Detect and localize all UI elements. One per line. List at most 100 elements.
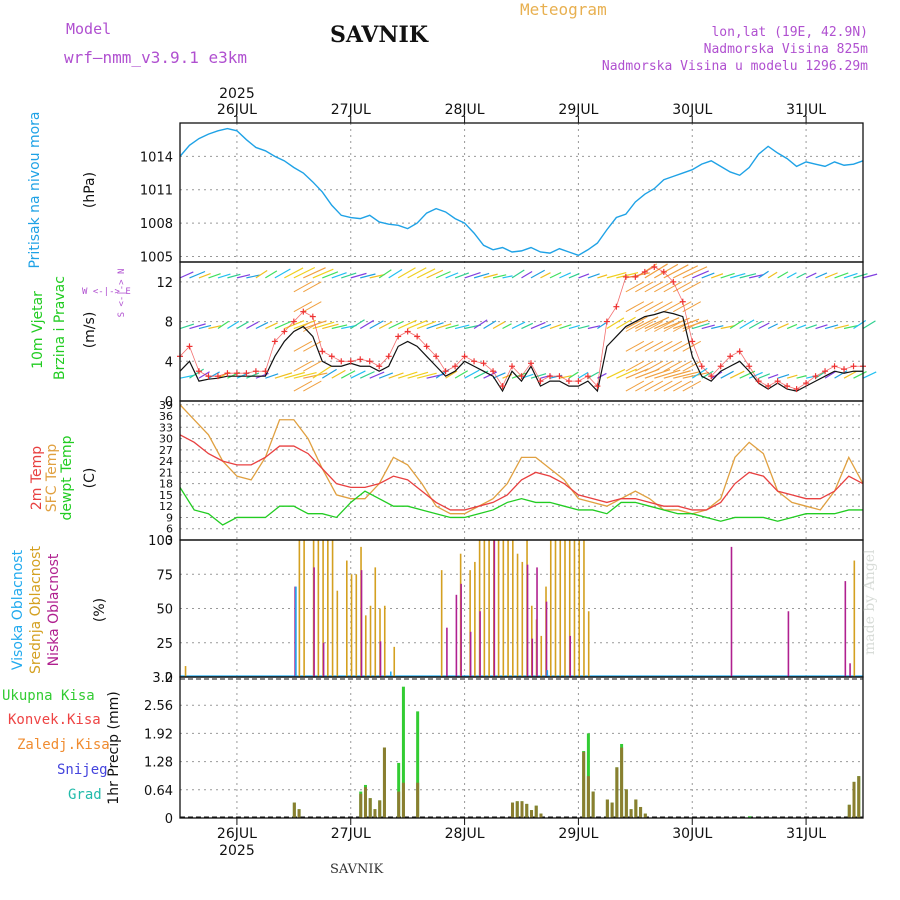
wind-arrow — [597, 322, 607, 330]
wind-arrow — [274, 320, 292, 330]
wind-arrow — [492, 321, 506, 330]
precip-conv-bar — [539, 813, 543, 818]
wind-arrow — [597, 274, 608, 279]
wind-arrow — [786, 374, 798, 379]
pressure-tick: 1005 — [140, 250, 173, 265]
precip-conv-bar — [511, 802, 515, 818]
wind-hatch — [673, 281, 692, 293]
precip-conv-bar — [515, 801, 519, 818]
cloud-unit: (%) — [92, 597, 108, 623]
wind-arrow — [293, 372, 317, 379]
wind-hatch — [625, 281, 645, 293]
wind-arrow — [426, 322, 444, 330]
legend-freezing-rain: Zaledj.Kisa — [17, 737, 110, 753]
wind-arrow — [616, 368, 637, 379]
wind-arrow — [331, 369, 346, 379]
wind-hatch — [625, 360, 645, 372]
wind-arrow — [454, 370, 468, 379]
wind-hatch — [293, 301, 313, 313]
precip-conv-bar — [582, 751, 586, 818]
wind-arrow — [606, 317, 625, 330]
wind-arrow — [179, 323, 195, 330]
wind-hatch — [635, 301, 654, 313]
precip-total-bar — [416, 711, 420, 818]
bottom-day-label: 31JUL — [786, 826, 826, 842]
wind-arrow — [312, 365, 332, 379]
wind-arrow — [853, 320, 867, 330]
wind-arrow — [578, 273, 590, 279]
wind-arrow — [663, 370, 691, 379]
wind-arrow — [777, 271, 789, 279]
precip-conv-bar — [529, 810, 533, 818]
wind-arrow — [834, 272, 849, 279]
cloud-mid-label: Srednja Oblacnost — [28, 546, 44, 674]
legend-convective-rain: Konvek.Kisa — [8, 712, 101, 728]
lonlat-label: lon,lat (19E, 42.9N) — [711, 25, 868, 40]
precip-conv-bar — [292, 802, 296, 818]
temp-tick: 24 — [159, 455, 173, 468]
footer-station: SAVNIK — [330, 862, 384, 877]
wind-hatch — [293, 380, 313, 392]
wind-arrow — [388, 269, 403, 279]
wind-arrow — [644, 368, 671, 379]
top-day-label: 29JUL — [558, 102, 598, 118]
wind-arrow — [236, 274, 251, 279]
precip-conv-bar — [639, 806, 643, 818]
wind-arrow — [654, 263, 679, 279]
wind-arrow — [720, 272, 735, 279]
wind-arrow — [397, 267, 416, 279]
wind-arrow — [274, 268, 291, 279]
precip-conv-bar — [615, 767, 619, 818]
wind-arrow — [407, 319, 428, 330]
wind-arrow — [815, 370, 827, 379]
wind-arrow — [711, 273, 724, 279]
temp-tick: 18 — [159, 478, 173, 491]
wind-arrow — [559, 272, 572, 279]
wind-arrow — [217, 320, 230, 330]
pressure-unit: (hPa) — [82, 171, 98, 209]
station-title: SAVNIK — [330, 22, 428, 48]
grid-layer — [180, 123, 863, 819]
temp-tick: 6 — [166, 523, 173, 536]
wind-arrow — [644, 263, 668, 279]
wind-arrow — [416, 320, 437, 330]
precip-conv-bar — [620, 747, 624, 818]
dewpt-label: dewpt Temp — [59, 435, 75, 521]
wind-hatch — [303, 360, 322, 372]
wind-arrow — [293, 266, 316, 279]
wind-hatch — [654, 301, 673, 313]
wind-arrow — [341, 272, 357, 279]
wind-arrow — [739, 319, 755, 330]
wind-arrow — [388, 321, 404, 330]
wind-arrow — [730, 272, 746, 279]
wind-arrow — [758, 270, 769, 279]
wind-hatch — [673, 301, 692, 313]
wind-hatch — [635, 360, 654, 372]
top-day-label: 30JUL — [672, 102, 712, 118]
wind-arrow — [530, 373, 547, 379]
wind-hatch — [654, 281, 673, 293]
wind-arrow — [729, 319, 744, 330]
pressure-tick: 1011 — [140, 184, 173, 199]
wind-arrows — [179, 263, 878, 392]
wind-hatch — [644, 281, 664, 293]
wind-arrow — [417, 372, 437, 379]
wind-arrow — [815, 324, 828, 330]
wind-arrow — [843, 370, 857, 379]
wind-arrow — [265, 270, 278, 279]
wind-arrow — [416, 268, 436, 279]
wind-arrow — [246, 321, 259, 330]
wind-arrow — [862, 371, 877, 379]
precip-conv-bar — [363, 787, 367, 818]
wind-arrow — [568, 324, 580, 330]
precip-conv-bar — [634, 799, 638, 818]
wind-arrow — [843, 272, 858, 279]
wind-arrow — [407, 267, 427, 279]
wind-compass-sn: S <-|-> N — [117, 268, 127, 318]
data-layer — [177, 127, 878, 818]
precip-conv-bar — [525, 803, 529, 818]
precip-frame — [179, 676, 864, 819]
bottom-year-label: 2025 — [219, 843, 255, 859]
wind-hatch — [682, 360, 702, 372]
